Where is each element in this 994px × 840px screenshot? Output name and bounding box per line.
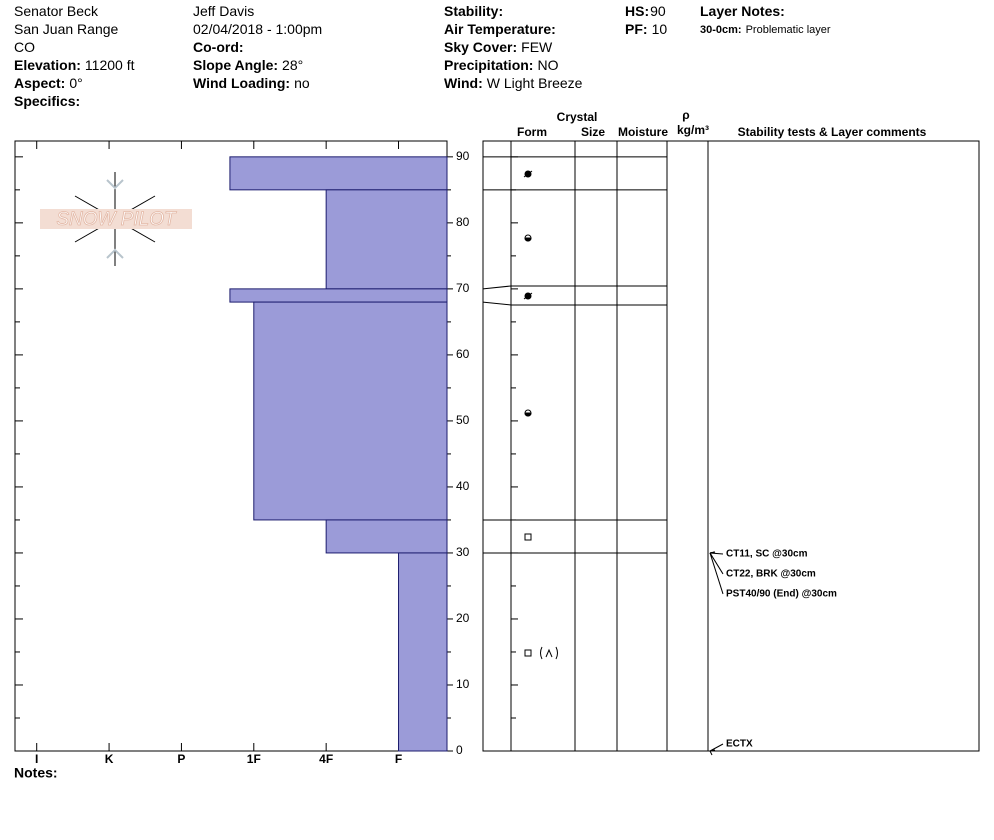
field-value: 90 (650, 3, 666, 19)
logo-text: SNOW PILOT (56, 209, 177, 230)
field-value: Jeff Davis (193, 3, 254, 19)
field-value: 10 (652, 21, 668, 37)
field-label: Elevation: (14, 57, 81, 73)
header-field: Stability: (444, 3, 503, 19)
test-arrow (709, 743, 724, 756)
header-field: Wind: W Light Breeze (444, 75, 583, 91)
hardness-layer (325, 189, 448, 290)
field-label: HS: (625, 3, 649, 19)
field-value: 0° (69, 75, 82, 91)
hardness-layer (229, 156, 448, 191)
field-value: 28° (282, 57, 303, 73)
header-field: PF: 10 (625, 21, 667, 37)
layer-connector (482, 285, 512, 290)
header-form: Form (517, 125, 547, 139)
field-label: Precipitation: (444, 57, 533, 73)
layer-table-frame (482, 140, 980, 752)
stability-test: CT11, SC @30cm (726, 549, 808, 560)
header-field: CO (14, 39, 35, 55)
field-value: FEW (521, 39, 553, 55)
table-columns (510, 141, 709, 751)
x-tick-label: I (35, 752, 38, 766)
field-label: PF: (625, 21, 648, 37)
field-label: Sky Cover: (444, 39, 517, 55)
header-field: 02/04/2018 - 1:00pm (193, 21, 322, 37)
header-field: Layer Notes: (700, 3, 785, 19)
header-field: Precipitation: NO (444, 57, 559, 73)
hardness-layer (253, 301, 448, 521)
field-label: Layer Notes: (700, 3, 785, 19)
field-label: Wind: (444, 75, 483, 91)
notes-label: Notes: (14, 765, 58, 781)
header-field: Wind Loading: no (193, 75, 310, 91)
field-value: Senator Beck (14, 3, 99, 19)
test-arrow (709, 551, 724, 595)
hardness-layer (325, 519, 448, 554)
header-field: HS:90 (625, 3, 666, 19)
header-size: Size (581, 125, 605, 139)
header-field: Specifics: (14, 93, 80, 109)
header-field: Sky Cover: FEW (444, 39, 553, 55)
x-tick-label: 4F (319, 752, 333, 766)
hardness-layer (229, 288, 448, 303)
field-label: 30-0cm: (700, 24, 742, 36)
stability-test: PST40/90 (End) @30cm (726, 589, 837, 600)
field-value: San Juan Range (14, 21, 119, 37)
header-field: Jeff Davis (193, 3, 254, 19)
x-tick-label: K (105, 752, 114, 766)
y-tick-label: 0 (456, 743, 463, 757)
header-field: Elevation: 11200 ft (14, 57, 135, 73)
field-label: Air Temperature: (444, 21, 556, 37)
x-tick-label: 1F (247, 752, 261, 766)
y-tick-label: 30 (456, 545, 470, 559)
y-tick-label: 20 (456, 611, 470, 625)
header-field: Aspect: 0° (14, 75, 83, 91)
field-label: Aspect: (14, 75, 65, 91)
stability-test: CT22, BRK @30cm (726, 569, 816, 580)
field-label: Co-ord: (193, 39, 244, 55)
header-moisture: Moisture (618, 125, 668, 139)
hardness-layer (398, 552, 448, 752)
layer-connector (482, 301, 512, 306)
field-value: NO (537, 57, 558, 73)
field-label: Stability: (444, 3, 503, 19)
header-field: Co-ord: (193, 39, 244, 55)
x-tick-label: F (395, 752, 402, 766)
header-comments: Stability tests & Layer comments (738, 125, 927, 139)
header-rho: ρ (682, 108, 689, 122)
header-field: Slope Angle: 28° (193, 57, 303, 73)
logo-band (40, 209, 192, 229)
field-label: Specifics: (14, 93, 80, 109)
header-field: 30-0cm: Problematic layer (700, 24, 831, 36)
header-field: Air Temperature: (444, 21, 556, 37)
header-density-unit: kg/m³ (677, 123, 709, 137)
header-field: San Juan Range (14, 21, 119, 37)
y-tick-label: 60 (456, 347, 470, 361)
test-arrow (709, 551, 724, 575)
y-tick-label: 10 (456, 677, 470, 691)
field-value: 11200 ft (85, 57, 135, 73)
field-value: 02/04/2018 - 1:00pm (193, 21, 322, 37)
field-value: Problematic layer (746, 24, 831, 36)
grain-symbols (523, 170, 558, 660)
y-tick-label: 70 (456, 281, 470, 295)
y-tick-label: 50 (456, 413, 470, 427)
field-value: CO (14, 39, 35, 55)
x-tick-label: P (177, 752, 185, 766)
y-tick-label: 80 (456, 215, 470, 229)
header-crystal: Crystal (557, 110, 598, 124)
stability-test: ECTX (726, 739, 753, 750)
field-label: Wind Loading: (193, 75, 290, 91)
field-label: Slope Angle: (193, 57, 278, 73)
y-tick-label: 40 (456, 479, 470, 493)
y-tick-label: 90 (456, 149, 470, 163)
field-value: no (294, 75, 310, 91)
field-value: W Light Breeze (487, 75, 583, 91)
header-field: Senator Beck (14, 3, 99, 19)
